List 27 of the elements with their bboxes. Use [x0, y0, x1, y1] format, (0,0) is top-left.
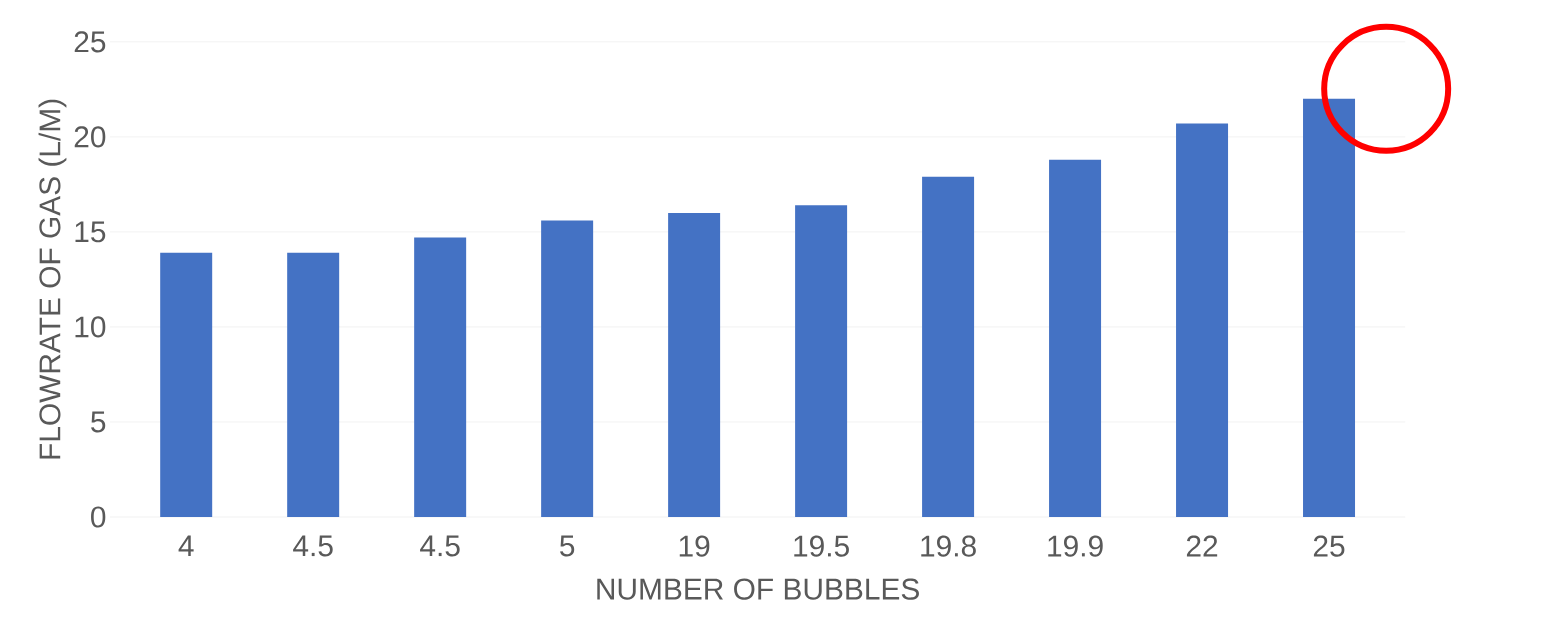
y-tick-label: 20 [74, 126, 106, 148]
x-tick-label: 25 [1313, 535, 1345, 557]
x-tick-label: 5 [560, 535, 575, 557]
x-axis-title: NUMBER OF BUBBLES [597, 578, 919, 600]
bar [160, 252, 213, 517]
y-tick-label: 25 [74, 31, 106, 53]
bar [1176, 123, 1229, 517]
x-tick-label: 19.9 [1048, 535, 1103, 557]
y-tick-label: 15 [75, 221, 106, 243]
bar [287, 252, 340, 517]
x-tick-label: 22 [1186, 535, 1218, 557]
bar [668, 212, 721, 517]
y-axis-title: FLOWRATE OF GAS (L/M) [38, 99, 67, 459]
x-tick-label: 19.8 [921, 535, 976, 557]
x-tick-label: 19 [679, 535, 710, 557]
bar [541, 220, 594, 517]
x-tick-label: 4.5 [420, 535, 460, 557]
bar [414, 237, 467, 517]
y-tick-label: 5 [91, 411, 106, 433]
x-tick-label: 4.5 [293, 535, 333, 557]
y-tick-label: 10 [75, 316, 106, 338]
bar [1049, 159, 1102, 517]
y-tick-label: 0 [91, 506, 106, 528]
x-tick-label: 19.5 [794, 535, 849, 557]
bar [795, 205, 848, 517]
x-tick-label: 4 [178, 535, 194, 557]
bar [922, 176, 975, 517]
